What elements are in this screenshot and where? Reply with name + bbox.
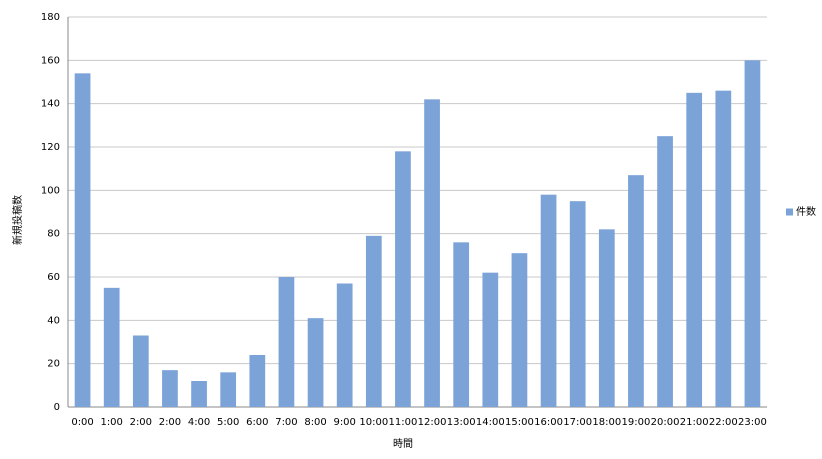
bar xyxy=(744,60,761,407)
x-tick-label: 13:00 xyxy=(447,417,476,428)
bar xyxy=(220,372,237,407)
x-tick-label: 15:00 xyxy=(505,417,534,428)
legend-label: 件数 xyxy=(796,205,816,218)
bar xyxy=(132,335,149,407)
y-tick-label: 60 xyxy=(47,272,60,283)
y-tick-label: 100 xyxy=(41,185,60,196)
bar xyxy=(569,201,586,407)
x-tick-label: 14:00 xyxy=(476,417,505,428)
x-tick-label: 19:00 xyxy=(622,417,651,428)
x-tick-label: 12:00 xyxy=(418,417,447,428)
y-tick-label: 140 xyxy=(41,99,60,110)
y-tick-label: 80 xyxy=(47,229,60,240)
y-tick-label: 180 xyxy=(41,12,60,23)
bar xyxy=(278,277,295,407)
y-axis-label: 新規投稿数 xyxy=(11,195,24,245)
y-tick-label: 20 xyxy=(47,359,60,370)
y-tick-label: 120 xyxy=(41,142,60,153)
bar xyxy=(103,287,120,407)
bar xyxy=(482,272,499,407)
x-tick-label: 23:00 xyxy=(738,417,767,428)
bar xyxy=(74,73,91,407)
x-tick-label: 11:00 xyxy=(389,417,418,428)
x-tick-label: 16:00 xyxy=(534,417,563,428)
x-tick-label: 8:00 xyxy=(304,417,326,428)
bar xyxy=(249,355,266,407)
bar xyxy=(657,136,673,407)
x-tick-label: 1:00 xyxy=(100,417,122,428)
x-tick-label: 6:00 xyxy=(246,417,268,428)
y-tick-label: 40 xyxy=(47,315,60,326)
y-tick-label: 0 xyxy=(54,402,60,413)
bar xyxy=(598,229,615,407)
x-tick-label: 0:00 xyxy=(71,417,93,428)
bar xyxy=(715,90,732,408)
x-tick-label: 22:00 xyxy=(709,417,738,428)
bar xyxy=(686,92,703,407)
bar xyxy=(628,175,644,407)
bar xyxy=(540,194,557,407)
x-tick-label: 17:00 xyxy=(563,417,592,428)
bar xyxy=(336,283,353,407)
x-tick-label: 2:00 xyxy=(130,417,152,428)
bar xyxy=(395,151,411,407)
bar xyxy=(453,242,470,407)
bar xyxy=(365,235,382,407)
x-tick-label: 21:00 xyxy=(680,417,709,428)
x-tick-label: 7:00 xyxy=(275,417,297,428)
y-tick-label: 160 xyxy=(41,55,60,66)
x-tick-label: 4:00 xyxy=(188,417,210,428)
x-tick-label: 10:00 xyxy=(359,417,388,428)
x-tick-label: 18:00 xyxy=(592,417,621,428)
x-tick-label: 2:00 xyxy=(159,417,181,428)
x-tick-label: 9:00 xyxy=(333,417,355,428)
bar xyxy=(307,318,324,407)
bar xyxy=(191,381,207,407)
x-tick-label: 20:00 xyxy=(651,417,680,428)
legend-swatch xyxy=(786,208,793,216)
x-tick-label: 5:00 xyxy=(217,417,239,428)
bar xyxy=(511,253,528,407)
bar xyxy=(424,99,440,407)
x-axis-label: 時間 xyxy=(393,438,413,450)
bar xyxy=(162,370,178,407)
